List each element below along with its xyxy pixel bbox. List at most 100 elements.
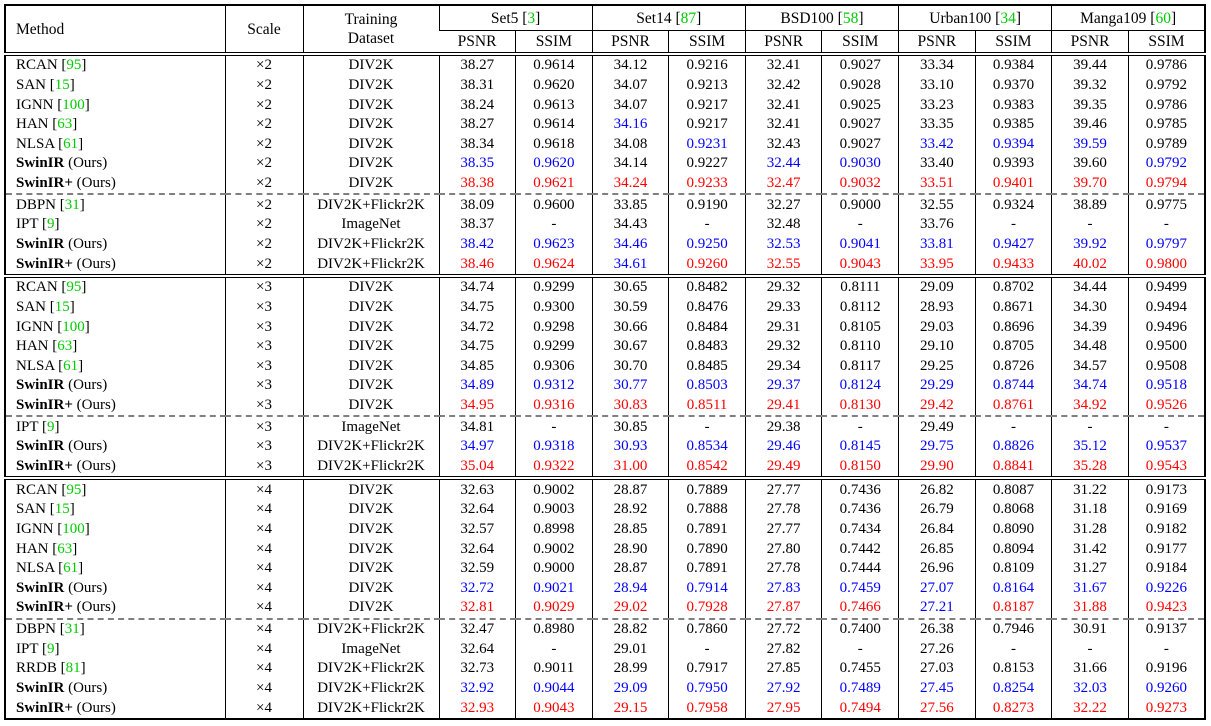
metric-value: 28.90 <box>591 539 669 559</box>
result-row: HAN [63] ×2 DIV2K 38.27 0.9614 34.16 0.9217 32.… <box>5 114 1205 135</box>
metric-value: 0.9177 <box>1127 539 1205 559</box>
scale-value: ×3 <box>224 336 303 357</box>
metric-value: 30.93 <box>591 437 669 457</box>
metric-value: 0.9494 <box>1127 297 1205 318</box>
metric-value: - <box>668 416 746 438</box>
training-dataset-value: DIV2K <box>302 114 439 135</box>
metric-value: 0.8124 <box>821 376 899 396</box>
metric-value: 0.9213 <box>668 75 746 96</box>
metric-value: 0.9190 <box>668 194 746 216</box>
metric-value: 27.26 <box>898 639 976 660</box>
metric-value: 0.9217 <box>668 114 746 135</box>
citation-number: 61 <box>63 357 79 374</box>
metric-value: 32.55 <box>898 194 976 216</box>
metric-value: 0.9383 <box>974 95 1052 115</box>
metric-value: 0.9618 <box>515 134 593 155</box>
metric-value: 0.9620 <box>515 75 593 96</box>
result-row: SwinIR+ (Ours) ×2 DIV2K 38.38 0.9621 34.24 0.9… <box>5 173 1205 195</box>
metric-value: 0.7958 <box>668 698 746 719</box>
metric-value: 0.8705 <box>974 336 1052 357</box>
method-name: NLSA [61] <box>16 357 84 374</box>
metric-value: 34.30 <box>1051 297 1129 318</box>
metric-value: 32.93 <box>438 698 516 719</box>
metric-value: - <box>1127 639 1205 660</box>
training-dataset-value: DIV2K <box>302 478 439 501</box>
metric-value: 27.95 <box>744 698 822 719</box>
training-dataset-value: DIV2K+Flickr2K <box>302 618 439 640</box>
metric-value: - <box>821 416 899 438</box>
metric-value: 29.37 <box>744 376 822 396</box>
metric-value: 33.85 <box>591 194 669 216</box>
metric-value: 0.9260 <box>1127 678 1205 699</box>
scale-column-header: Scale <box>224 5 303 54</box>
method-name: NLSA [61] <box>16 135 84 152</box>
metric-value: 27.87 <box>744 598 822 619</box>
metric-value: 0.9613 <box>515 95 593 115</box>
result-row: SAN [15] ×2 DIV2K 38.31 0.9620 34.07 0.9213 32.… <box>5 75 1205 96</box>
result-row: SwinIR+ (Ours) ×3 DIV2K+Flickr2K 35.04 0.932… <box>5 456 1205 479</box>
training-dataset-value: DIV2K <box>302 297 439 318</box>
metric-value: 0.9044 <box>515 678 593 699</box>
scale-value: ×3 <box>224 456 303 479</box>
training-dataset-value: DIV2K <box>302 317 439 337</box>
result-row: SAN [15] ×3 DIV2K 34.75 0.9300 30.59 0.8476 29.… <box>5 297 1205 318</box>
metric-value: 38.34 <box>438 134 516 155</box>
metric-value: 27.56 <box>898 698 976 719</box>
result-row: SwinIR (Ours) ×3 DIV2K 34.89 0.9312 30.77 0.85… <box>5 376 1205 396</box>
metric-value: 0.9526 <box>1127 395 1205 417</box>
result-row: SwinIR+ (Ours) ×2 DIV2K+Flickr2K 38.46 0.962… <box>5 254 1205 276</box>
dataset-header-set14: Set14 [87] <box>591 5 746 31</box>
metric-value: 0.9273 <box>1127 698 1205 719</box>
result-row: HAN [63] ×3 DIV2K 34.75 0.9299 30.67 0.8483 29.… <box>5 336 1205 357</box>
metric-value: 0.9433 <box>974 254 1052 276</box>
metric-value: 38.46 <box>438 254 516 276</box>
metric-value: 34.08 <box>591 134 669 155</box>
metric-value: 0.8150 <box>821 456 899 479</box>
metric-value: 29.49 <box>744 456 822 479</box>
metric-value: 0.9011 <box>515 659 593 679</box>
metric-value: 29.90 <box>898 456 976 479</box>
metric-value: 0.9792 <box>1127 154 1205 174</box>
metric-value: 28.99 <box>591 659 669 679</box>
metric-value: 29.46 <box>744 437 822 457</box>
method-name: SwinIR+ (Ours) <box>16 599 116 616</box>
result-row: SwinIR+ (Ours) ×3 DIV2K 34.95 0.9316 30.83 0.8… <box>5 395 1205 417</box>
method-name: SwinIR (Ours) <box>16 235 108 252</box>
method-name: SAN [15] <box>16 298 75 315</box>
metric-value: 34.74 <box>438 275 516 298</box>
metric-value: 0.8090 <box>974 519 1052 540</box>
result-row: SwinIR (Ours) ×2 DIV2K+Flickr2K 38.42 0.9623… <box>5 234 1205 255</box>
metric-value: - <box>1127 215 1205 235</box>
training-dataset-value: DIV2K <box>302 539 439 559</box>
scale-value: ×4 <box>224 558 303 579</box>
metric-value: 38.37 <box>438 215 516 235</box>
metric-value: 0.8094 <box>974 539 1052 559</box>
metric-value: 39.44 <box>1051 54 1129 76</box>
metric-value: 0.9324 <box>974 194 1052 216</box>
metric-value: 34.85 <box>438 356 516 377</box>
result-row: DBPN [31] ×4 DIV2K+Flickr2K 32.47 0.8980 28.8… <box>5 618 1205 640</box>
metric-value: 0.9299 <box>515 336 593 357</box>
citation-number: 63 <box>57 116 73 133</box>
metric-value: 0.7494 <box>821 698 899 719</box>
method-column-header: Method <box>16 20 65 38</box>
metric-header-ssim: SSIM <box>974 30 1052 54</box>
metric-value: 30.85 <box>591 416 669 438</box>
result-row: IGNN [100] ×3 DIV2K 34.72 0.9298 30.66 0.8484 2… <box>5 317 1205 337</box>
metric-value: 38.35 <box>438 154 516 174</box>
citation-number: 15 <box>54 501 70 518</box>
metric-value: 0.8998 <box>515 519 593 540</box>
metric-value: 29.33 <box>744 297 822 318</box>
result-row: SwinIR+ (Ours) ×4 DIV2K+Flickr2K 32.93 0.904… <box>5 698 1205 719</box>
metric-value: 34.57 <box>1051 356 1129 377</box>
method-name: SAN [15] <box>16 501 75 518</box>
metric-value: 34.75 <box>438 297 516 318</box>
metric-value: 0.9543 <box>1127 456 1205 479</box>
metric-value: 29.41 <box>744 395 822 417</box>
dataset-header-bsd100: BSD100 [58] <box>744 5 899 31</box>
metric-value: 27.03 <box>898 659 976 679</box>
metric-value: - <box>1127 416 1205 438</box>
metric-value: 27.83 <box>744 578 822 599</box>
metric-value: 33.76 <box>898 215 976 235</box>
metric-value: 0.7917 <box>668 659 746 679</box>
